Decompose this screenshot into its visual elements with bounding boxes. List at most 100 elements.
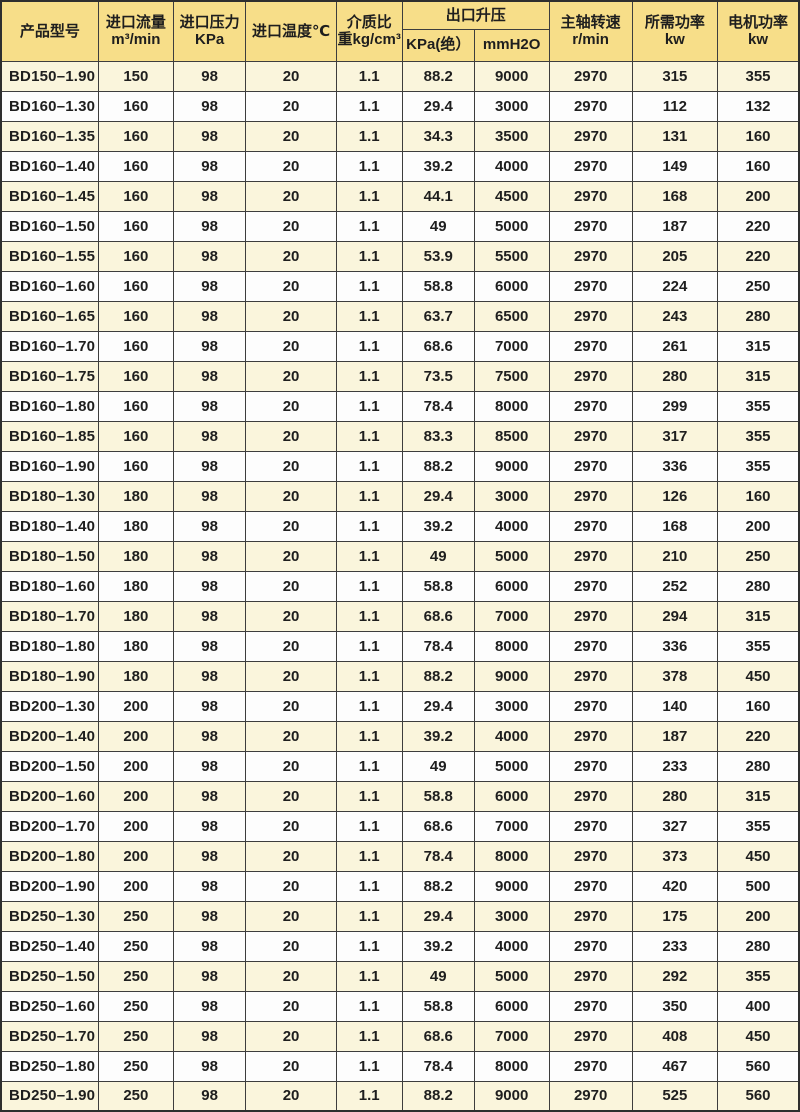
value-cell: 160 (717, 150, 800, 182)
value-cell: 220 (717, 240, 800, 272)
model-cell: BD200–1.60 (0, 780, 99, 812)
value-cell: 2970 (548, 120, 633, 152)
value-cell: 200 (717, 900, 800, 932)
model-cell: BD200–1.40 (0, 720, 99, 752)
value-cell: 355 (717, 60, 800, 92)
table-row: BD160–1.80 160 98 20 1.1 78.4 8000 2970 299 355 (0, 390, 800, 422)
value-cell: 8000 (473, 1050, 550, 1082)
value-cell: 2970 (548, 330, 633, 362)
model-cell: BD160–1.45 (0, 180, 99, 212)
value-cell: 2970 (548, 480, 633, 512)
value-cell: 180 (97, 630, 174, 662)
value-cell: 250 (97, 960, 174, 992)
col-header-outlet-rise-group: 出口升压 (401, 0, 550, 30)
value-cell: 180 (97, 480, 174, 512)
value-cell: 1.1 (335, 690, 403, 722)
value-cell: 1.1 (335, 660, 403, 692)
value-cell: 78.4 (401, 390, 475, 422)
value-cell: 200 (97, 720, 174, 752)
value-cell: 180 (97, 570, 174, 602)
value-cell: 20 (245, 510, 337, 542)
value-cell: 233 (631, 930, 719, 962)
value-cell: 200 (97, 780, 174, 812)
value-cell: 1.1 (335, 510, 403, 542)
value-cell: 280 (717, 300, 800, 332)
table-row: BD160–1.50 160 98 20 1.1 49 5000 2970 187 220 (0, 210, 800, 242)
value-cell: 20 (245, 900, 337, 932)
value-cell: 8000 (473, 390, 550, 422)
value-cell: 160 (97, 150, 174, 182)
model-cell: BD180–1.50 (0, 540, 99, 572)
value-cell: 252 (631, 570, 719, 602)
value-cell: 39.2 (401, 510, 475, 542)
value-cell: 355 (717, 810, 800, 842)
value-cell: 20 (245, 540, 337, 572)
value-cell: 1.1 (335, 210, 403, 242)
value-cell: 98 (172, 270, 247, 302)
table-row: BD160–1.75 160 98 20 1.1 73.5 7500 2970 280 315 (0, 360, 800, 392)
value-cell: 20 (245, 780, 337, 812)
value-cell: 2970 (548, 660, 633, 692)
value-cell: 4000 (473, 150, 550, 182)
value-cell: 68.6 (401, 600, 475, 632)
table-row: BD200–1.40 200 98 20 1.1 39.2 4000 2970 187 220 (0, 720, 800, 752)
model-cell: BD160–1.65 (0, 300, 99, 332)
value-cell: 68.6 (401, 810, 475, 842)
value-cell: 315 (717, 330, 800, 362)
value-cell: 180 (97, 540, 174, 572)
value-cell: 250 (97, 900, 174, 932)
model-cell: BD250–1.70 (0, 1020, 99, 1052)
value-cell: 78.4 (401, 1050, 475, 1082)
col-header-inlet-pressure: 进口压力 KPa (172, 0, 247, 62)
value-cell: 6000 (473, 270, 550, 302)
value-cell: 160 (97, 270, 174, 302)
value-cell: 1.1 (335, 1080, 403, 1112)
model-cell: BD180–1.90 (0, 660, 99, 692)
value-cell: 98 (172, 540, 247, 572)
value-cell: 2970 (548, 1080, 633, 1112)
table-row: BD200–1.70 200 98 20 1.1 68.6 7000 2970 327 355 (0, 810, 800, 842)
value-cell: 20 (245, 120, 337, 152)
model-cell: BD160–1.60 (0, 270, 99, 302)
value-cell: 180 (97, 510, 174, 542)
value-cell: 250 (97, 1050, 174, 1082)
value-cell: 88.2 (401, 60, 475, 92)
value-cell: 1.1 (335, 630, 403, 662)
value-cell: 20 (245, 810, 337, 842)
value-cell: 280 (717, 750, 800, 782)
value-cell: 9000 (473, 60, 550, 92)
value-cell: 355 (717, 630, 800, 662)
value-cell: 88.2 (401, 450, 475, 482)
value-cell: 1.1 (335, 780, 403, 812)
value-cell: 2970 (548, 810, 633, 842)
table-row: BD200–1.90 200 98 20 1.1 88.2 9000 2970 420 500 (0, 870, 800, 902)
model-cell: BD250–1.60 (0, 990, 99, 1022)
value-cell: 1.1 (335, 1050, 403, 1082)
value-cell: 49 (401, 540, 475, 572)
value-cell: 20 (245, 630, 337, 662)
value-cell: 44.1 (401, 180, 475, 212)
value-cell: 2970 (548, 210, 633, 242)
value-cell: 20 (245, 60, 337, 92)
value-cell: 450 (717, 1020, 800, 1052)
value-cell: 315 (717, 780, 800, 812)
value-cell: 2970 (548, 300, 633, 332)
table-row: BD150–1.90 150 98 20 1.1 88.2 9000 2970 315 355 (0, 60, 800, 92)
model-cell: BD200–1.80 (0, 840, 99, 872)
value-cell: 2970 (548, 1050, 633, 1082)
table-row: BD250–1.50 250 98 20 1.1 49 5000 2970 292 355 (0, 960, 800, 992)
value-cell: 1.1 (335, 450, 403, 482)
value-cell: 7000 (473, 330, 550, 362)
value-cell: 6000 (473, 990, 550, 1022)
value-cell: 2970 (548, 420, 633, 452)
value-cell: 29.4 (401, 900, 475, 932)
value-cell: 355 (717, 960, 800, 992)
model-cell: BD160–1.90 (0, 450, 99, 482)
table-row: BD250–1.70 250 98 20 1.1 68.6 7000 2970 408 450 (0, 1020, 800, 1052)
col-header-required-power: 所需功率 kw (631, 0, 719, 62)
table-row: BD180–1.50 180 98 20 1.1 49 5000 2970 210 250 (0, 540, 800, 572)
table-row: BD180–1.60 180 98 20 1.1 58.8 6000 2970 252 280 (0, 570, 800, 602)
value-cell: 2970 (548, 90, 633, 122)
table-row: BD180–1.40 180 98 20 1.1 39.2 4000 2970 168 200 (0, 510, 800, 542)
value-cell: 355 (717, 390, 800, 422)
